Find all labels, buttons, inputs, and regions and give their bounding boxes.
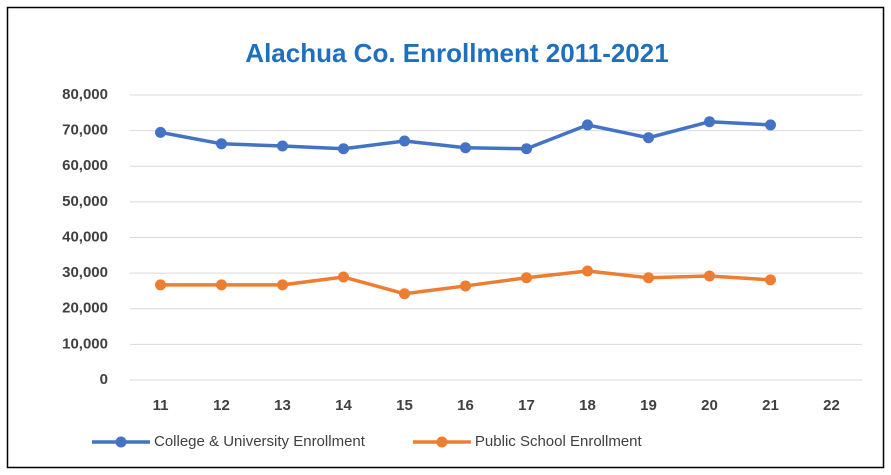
- y-tick-label: 30,000: [62, 264, 108, 281]
- point: [765, 274, 776, 286]
- point: [582, 119, 593, 131]
- point: [460, 142, 471, 154]
- y-tick-label: 10,000: [62, 335, 108, 352]
- x-tick-label: 21: [762, 397, 779, 414]
- x-tick-label: 11: [153, 397, 169, 414]
- point: [155, 279, 166, 291]
- point: [155, 126, 166, 138]
- point: [521, 143, 532, 155]
- x-tick-label: 18: [579, 397, 596, 414]
- point: [338, 143, 349, 155]
- point: [277, 140, 288, 152]
- point: [521, 272, 532, 284]
- chart-title: Alachua Co. Enrollment 2011-2021: [245, 38, 668, 68]
- legend-label: Public School Enrollment: [475, 433, 643, 450]
- y-tick-label: 0: [100, 371, 108, 388]
- point: [216, 279, 227, 291]
- x-tick-label: 22: [823, 397, 840, 414]
- point: [704, 116, 715, 128]
- y-tick-label: 80,000: [62, 86, 108, 103]
- point: [399, 135, 410, 147]
- point: [643, 132, 654, 144]
- point: [643, 272, 654, 284]
- x-tick-label: 15: [396, 397, 413, 414]
- x-tick-label: 17: [518, 397, 535, 414]
- x-tick-label: 12: [213, 397, 230, 414]
- point: [399, 288, 410, 300]
- x-tick-label: 14: [335, 397, 352, 414]
- x-tick-label: 19: [640, 397, 657, 414]
- y-tick-label: 50,000: [62, 193, 108, 210]
- x-tick-label: 16: [457, 397, 474, 414]
- legend-marker: [115, 436, 127, 448]
- y-tick-label: 70,000: [62, 122, 108, 139]
- point: [582, 265, 593, 277]
- legend-label: College & University Enrollment: [154, 433, 366, 450]
- point: [704, 270, 715, 282]
- y-tick-label: 40,000: [62, 228, 108, 245]
- legend-marker: [436, 436, 448, 448]
- point: [216, 138, 227, 150]
- x-tick-label: 13: [274, 397, 291, 414]
- point: [460, 280, 471, 292]
- point: [765, 119, 776, 131]
- point: [277, 279, 288, 291]
- y-tick-label: 20,000: [62, 300, 108, 317]
- point: [338, 271, 349, 283]
- y-tick-label: 60,000: [62, 157, 108, 174]
- x-tick-label: 20: [701, 397, 718, 414]
